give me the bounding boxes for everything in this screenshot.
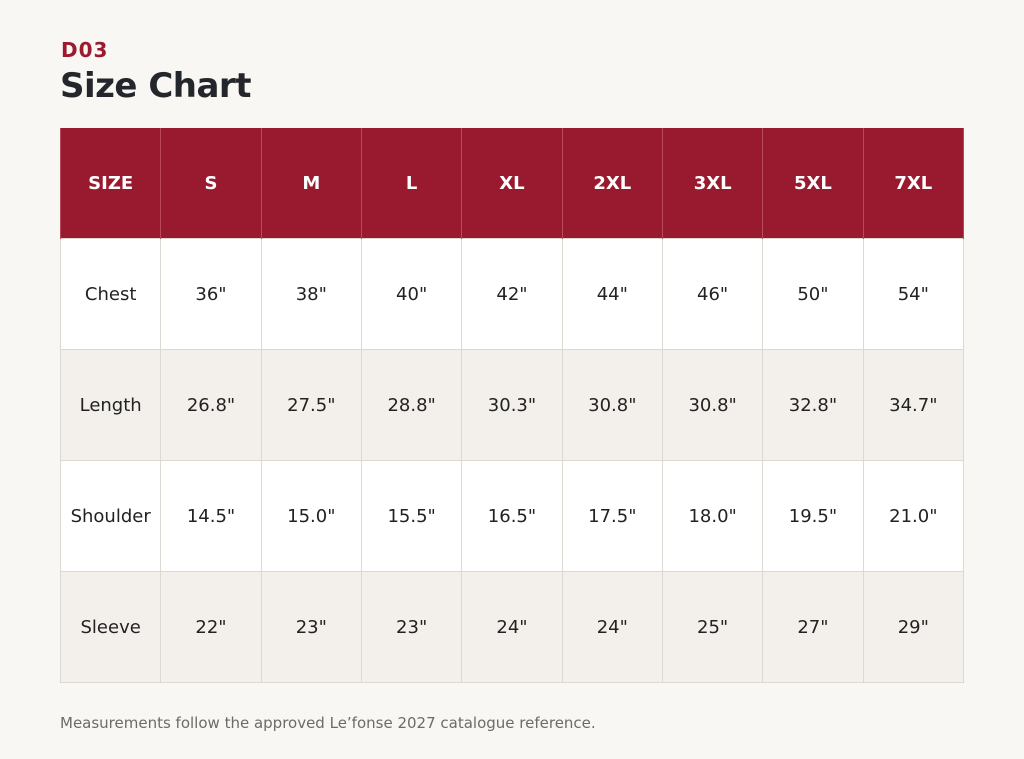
table-cell: 23" [260, 571, 362, 683]
table-cell: 26.8" [160, 349, 262, 461]
table-cell: 38" [260, 238, 362, 350]
table-cell: 42" [461, 238, 563, 350]
table-cell: 27.5" [260, 349, 362, 461]
table-cell: 27" [762, 571, 864, 683]
table-cell: 15.0" [260, 460, 362, 572]
table-cell: 19.5" [762, 460, 864, 572]
table-cell: 50" [762, 238, 864, 350]
table-cell: 24" [561, 571, 663, 683]
column-header-7xl: 7XL [862, 128, 965, 239]
table-header: SIZE S M L XL 2XL 3XL 5XL 7XL [59, 128, 965, 239]
row-label: Length [59, 349, 162, 461]
table-cell: 34.7" [862, 349, 965, 461]
page-title: Size Chart [60, 66, 251, 106]
table-cell: 14.5" [160, 460, 262, 572]
row-label: Sleeve [59, 571, 162, 683]
table-row-chest: Chest 36" 38" 40" 42" 44" 46" 50" 54" [59, 238, 965, 350]
table-cell: 29" [862, 571, 965, 683]
column-header-size: SIZE [59, 128, 162, 239]
product-code: D03 [61, 38, 109, 62]
row-label: Shoulder [59, 460, 162, 572]
table-cell: 16.5" [461, 460, 563, 572]
table-cell: 21.0" [862, 460, 965, 572]
table-cell: 32.8" [762, 349, 864, 461]
table-cell: 18.0" [661, 460, 764, 572]
table-cell: 46" [661, 238, 764, 350]
footnote: Measurements follow the approved Le’fons… [60, 714, 596, 732]
table-cell: 40" [360, 238, 463, 350]
table-row-sleeve: Sleeve 22" 23" 23" 24" 24" 25" 27" 29" [59, 571, 965, 683]
table-cell: 30.8" [561, 349, 663, 461]
table-cell: 54" [862, 238, 965, 350]
table-row-length: Length 26.8" 27.5" 28.8" 30.3" 30.8" 30.… [59, 349, 965, 461]
column-header-l: L [360, 128, 463, 239]
size-chart-table: SIZE S M L XL 2XL 3XL 5XL 7XL Chest 36" … [59, 128, 965, 683]
table-cell: 22" [160, 571, 262, 683]
header-row: SIZE S M L XL 2XL 3XL 5XL 7XL [59, 128, 965, 239]
column-header-5xl: 5XL [762, 128, 864, 239]
table-cell: 30.3" [461, 349, 563, 461]
table-cell: 17.5" [561, 460, 663, 572]
column-header-3xl: 3XL [661, 128, 764, 239]
column-header-2xl: 2XL [561, 128, 663, 239]
column-header-s: S [160, 128, 262, 239]
table-cell: 24" [461, 571, 563, 683]
table-body: Chest 36" 38" 40" 42" 44" 46" 50" 54" Le… [59, 238, 965, 683]
table-cell: 44" [561, 238, 663, 350]
table-row-shoulder: Shoulder 14.5" 15.0" 15.5" 16.5" 17.5" 1… [59, 460, 965, 572]
table-cell: 28.8" [360, 349, 463, 461]
table-cell: 15.5" [360, 460, 463, 572]
table-cell: 30.8" [661, 349, 764, 461]
column-header-m: M [260, 128, 362, 239]
table-cell: 36" [160, 238, 262, 350]
table-cell: 23" [360, 571, 463, 683]
row-label: Chest [59, 238, 162, 350]
column-header-xl: XL [461, 128, 563, 239]
table-cell: 25" [661, 571, 764, 683]
